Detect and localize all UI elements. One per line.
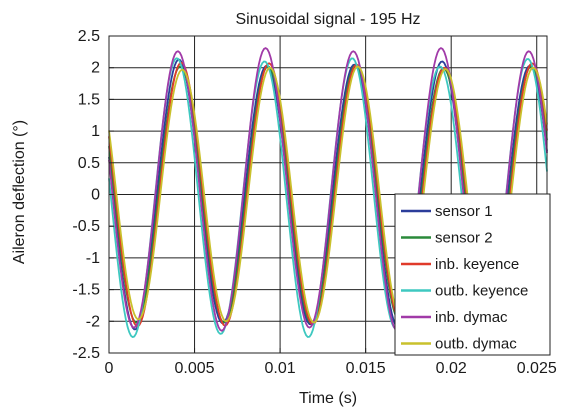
y-tick-label: 1.5 [78,91,100,108]
y-tick-label: 1 [91,123,100,140]
legend-label: sensor 1 [435,203,493,220]
y-tick-label: 0.5 [78,155,100,172]
y-tick-label: 0 [91,187,100,204]
y-tick-label: -0.5 [72,218,100,235]
x-tick-label: 0.025 [517,360,557,377]
y-tick-label: -2.5 [72,345,100,362]
y-tick-label: -1 [86,250,100,267]
legend-label: outb. dymac [435,336,517,353]
chart-title: Sinusoidal signal - 195 Hz [236,11,421,28]
y-tick-label: 2 [91,60,100,77]
y-tick-label: -1.5 [72,282,100,299]
axis-ticks: 0 0.005 0.01 0.015 0.02 0.025 -2.5 -2 -1.5 -1 -0.5… [72,28,556,377]
x-tick-label: 0.02 [436,360,467,377]
x-axis-label: Time (s) [299,390,357,407]
x-tick-label: 0.01 [265,360,296,377]
y-axis-label: Aileron deflection (°) [11,120,28,264]
legend-box [394,193,551,356]
legend-label: inb. dymac [435,309,508,326]
x-tick-label: 0.005 [175,360,215,377]
legend-label: outb. keyence [435,283,528,300]
legend: sensor 1 sensor 2 inb. keyence outb. keyenc… [394,193,551,356]
legend-label: inb. keyence [435,256,519,273]
y-tick-label: 2.5 [78,28,100,45]
y-tick-label: -2 [86,313,100,330]
legend-label: sensor 2 [435,230,493,247]
x-tick-label: 0 [105,360,114,377]
x-tick-label: 0.015 [346,360,386,377]
